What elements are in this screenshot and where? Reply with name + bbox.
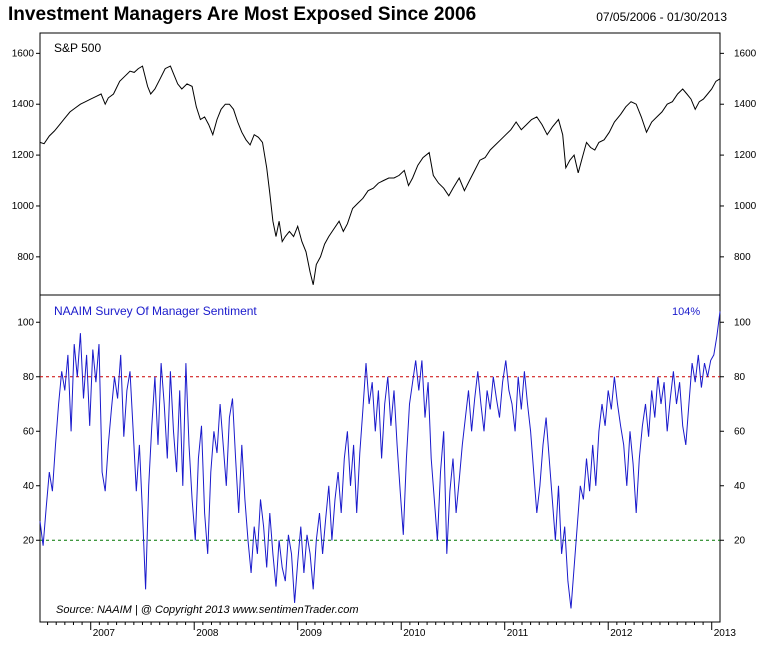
chart-title: Investment Managers Are Most Exposed Sin… xyxy=(8,4,477,25)
naaim-frame xyxy=(39,294,721,623)
x-year-label: 2007 xyxy=(93,628,116,639)
naaim-ytick-label-right: 100 xyxy=(734,317,751,328)
date-range: 07/05/2006 - 01/30/2013 xyxy=(596,10,727,24)
sp500-ytick-label-left: 800 xyxy=(17,252,34,263)
sp500-ytick-label-left: 1600 xyxy=(12,48,35,59)
naaim-ytick-label-left: 80 xyxy=(23,372,35,383)
naaim-ytick-label-left: 20 xyxy=(23,535,35,546)
sp500-ytick-label-left: 1400 xyxy=(12,99,35,110)
naaim-ytick-label-right: 60 xyxy=(734,426,746,437)
sp500-ytick-label-right: 1200 xyxy=(734,150,757,161)
x-year-label: 2010 xyxy=(403,628,426,639)
x-year-label: 2008 xyxy=(196,628,219,639)
naaim-ytick-label-left: 40 xyxy=(23,481,35,492)
naaim-last-value: 104% xyxy=(672,306,700,318)
sp500-frame xyxy=(39,32,721,296)
sp500-series-line xyxy=(39,65,721,285)
sp500-ytick-label-left: 1200 xyxy=(12,150,35,161)
naaim-ytick-label-right: 80 xyxy=(734,372,746,383)
sp500-panel-title: S&P 500 xyxy=(54,41,101,55)
naaim-ytick-label-left: 60 xyxy=(23,426,35,437)
sp500-ytick-label-right: 1400 xyxy=(734,99,757,110)
x-year-label: 2012 xyxy=(610,628,633,639)
naaim-ytick-label-left: 100 xyxy=(17,317,34,328)
sp500-ytick-label-left: 1000 xyxy=(12,201,35,212)
x-year-label: 2009 xyxy=(300,628,323,639)
naaim-panel-title: NAAIM Survey Of Manager Sentiment xyxy=(54,304,257,318)
sp500-ytick-label-right: 1600 xyxy=(734,48,757,59)
sp500-ytick-label-right: 1000 xyxy=(734,201,757,212)
naaim-ytick-label-right: 40 xyxy=(734,481,746,492)
naaim-ytick-label-right: 20 xyxy=(734,535,746,546)
sp500-ytick-label-right: 800 xyxy=(734,252,751,263)
source-footer: Source: NAAIM | @ Copyright 2013 www.sen… xyxy=(56,604,359,616)
x-year-label: 2011 xyxy=(507,628,529,639)
x-year-label: 2013 xyxy=(714,628,737,639)
naaim-series-line xyxy=(39,311,721,609)
